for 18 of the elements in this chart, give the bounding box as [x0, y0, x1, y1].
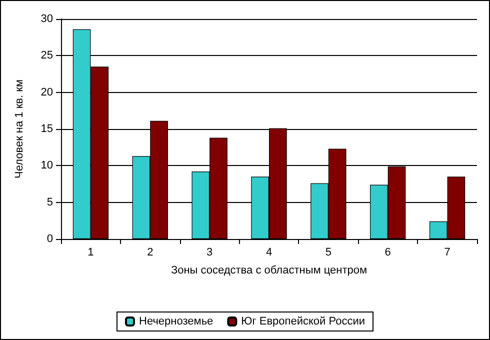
x-tick-label: 6: [384, 246, 391, 258]
y-tick-label: 25: [40, 50, 53, 62]
y-tick-label: 15: [40, 123, 53, 135]
y-tick-label: 10: [40, 160, 53, 172]
y-tick-label: 30: [40, 13, 53, 25]
y-tick-label: 5: [46, 196, 53, 208]
x-tick-label: 3: [206, 246, 213, 258]
x-tick-label: 5: [325, 246, 332, 258]
legend-label: Нечерноземье: [138, 316, 214, 328]
x-axis-title: Зоны соседства с областным центром: [170, 264, 368, 276]
y-tick-label: 20: [40, 86, 53, 98]
x-tick-label: 2: [147, 246, 154, 258]
legend-label: Юг Европейской России: [241, 316, 366, 328]
x-tick-label: 1: [88, 246, 94, 258]
x-tick-label: 7: [444, 246, 450, 258]
x-tick-label: 4: [266, 246, 272, 258]
y-tick-label: 0: [46, 233, 53, 245]
y-axis-title: Человек на 1 кв. км: [14, 79, 26, 179]
